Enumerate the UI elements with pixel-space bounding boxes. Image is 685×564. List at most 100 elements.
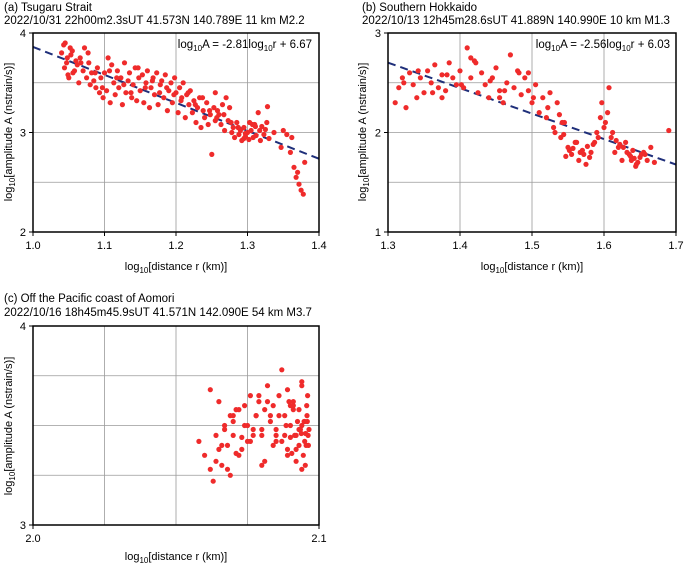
panel-c-point [267, 418, 273, 425]
panel-c-point [299, 466, 305, 472]
panel-a-xtick-label: 1.0 [25, 240, 40, 252]
panel-c-point [250, 432, 256, 438]
panel-c-point [299, 383, 305, 389]
panel-b-point [407, 70, 413, 76]
panel-b-point [576, 157, 582, 163]
panel-b-point [602, 119, 609, 126]
panel-a-point [164, 85, 170, 91]
panel-a-point [69, 48, 75, 54]
panel-a-point [80, 68, 86, 74]
panel-a-point [171, 92, 177, 98]
panel-b-point [504, 80, 510, 86]
panel-b-point [425, 68, 431, 74]
panel-c-point [224, 442, 231, 448]
panel-a-point [296, 181, 302, 187]
panel-b-point [486, 95, 492, 101]
panel-a-point [141, 100, 147, 106]
panel-c-point [293, 458, 299, 464]
panel-b-point [430, 90, 436, 96]
panel-c-point [302, 438, 308, 444]
panel-a-label: (a) Tsugaru Strait [4, 2, 93, 14]
panel-b-fit [387, 61, 677, 166]
panel-a-point [205, 121, 211, 128]
panel-a-point [202, 115, 208, 121]
panel-a-point [85, 50, 91, 56]
panel-c-point [284, 387, 291, 393]
panel-c-point [284, 446, 291, 452]
panel-c-ylabel: log10[amplitude A (nstrain/s)] [3, 357, 17, 496]
panel-b-point [493, 65, 499, 71]
panel-a-point [287, 149, 293, 155]
panel-b-point [439, 72, 445, 78]
panel-b-xlabel: log10[distance r (km)] [481, 261, 583, 275]
panel-a-point [207, 108, 213, 114]
panel-a-point [236, 131, 242, 138]
panel-c-point [296, 426, 302, 433]
panel-a-point [253, 132, 259, 139]
panel-b-point [444, 72, 450, 78]
panel-c-point [196, 438, 202, 444]
panel-b-point [414, 95, 420, 101]
panel-a-yticks: 2 3 4 [20, 28, 33, 239]
panel-b-point [583, 161, 589, 167]
panel-c-point [219, 442, 225, 448]
panel-c-point [303, 430, 309, 437]
panel-c-frame [32, 325, 320, 526]
panel-a-point [271, 129, 277, 136]
panel-c-point [296, 442, 302, 448]
panel-a-point [139, 72, 145, 78]
panel-b-fit-line [387, 61, 677, 166]
panel-a-point [278, 144, 284, 150]
panel-b-point [497, 95, 503, 101]
panel-a-point [168, 80, 174, 86]
panel-a-point [98, 75, 104, 81]
panel-c-point [239, 434, 245, 440]
panel-c-point [242, 422, 248, 429]
panel-a-subtitle: 2022/10/31 22h00m2.3sUT 41.573N 140.789E… [4, 15, 305, 27]
panel-a-ylabel: log10[amplitude A (nstrain/s)] [3, 63, 17, 202]
panel-a-point [264, 119, 270, 126]
panel-c-point [304, 403, 310, 409]
panel-b-xtick-label: 1.6 [596, 240, 611, 252]
panel-a-point [76, 80, 82, 86]
panel-a-point [218, 121, 224, 128]
panel-b-point [403, 105, 409, 111]
panel-a-ytick-label: 2 [20, 227, 26, 239]
panel-a-point [189, 110, 195, 116]
panel-b-point [569, 151, 575, 157]
panel-c-point [270, 403, 276, 409]
panel-a-point [126, 70, 133, 76]
panel-c-point [264, 383, 271, 389]
panel-b-point [644, 157, 650, 163]
panel-b-xticks: 1.3 1.4 1.5 1.6 1.7 [380, 232, 684, 252]
panel-c-point [306, 426, 312, 433]
panel-a-point [264, 104, 271, 110]
panel-b-ylabel: log10[amplitude A (nstrain/s)] [357, 63, 371, 202]
panel-a-point [223, 95, 229, 101]
panel-a-point [112, 92, 118, 98]
panel-c-point [283, 422, 289, 429]
panel-a-point [209, 151, 215, 157]
panel-b-point [638, 151, 645, 157]
panel-a-point [116, 85, 122, 91]
panel-c-point [282, 413, 288, 419]
panel-b-point [635, 159, 641, 165]
panel-b-point [556, 112, 563, 118]
panel-a-point [177, 85, 183, 91]
panel-a-point [214, 115, 220, 121]
panel-b-points [392, 45, 672, 169]
panel-c-point [287, 434, 293, 440]
panel-a-point [247, 119, 253, 126]
panel-a: (a) Tsugaru Strait 2022/10/31 22h00m2.3s… [3, 2, 327, 275]
panel-b-point [487, 78, 493, 84]
panel-c-yticks: 34 [20, 321, 33, 532]
panel-b-subtitle: 2022/10/13 12h45m28.6sUT 41.889N 140.990… [362, 15, 670, 27]
panel-b-point [551, 124, 557, 131]
panel-a-point [230, 124, 236, 131]
panel-c-point [284, 452, 291, 458]
panel-c-points [196, 367, 312, 484]
panel-a-point [232, 134, 238, 141]
panel-b-point [511, 85, 517, 91]
panel-c-point [290, 403, 296, 409]
panel-a-point [214, 108, 221, 114]
